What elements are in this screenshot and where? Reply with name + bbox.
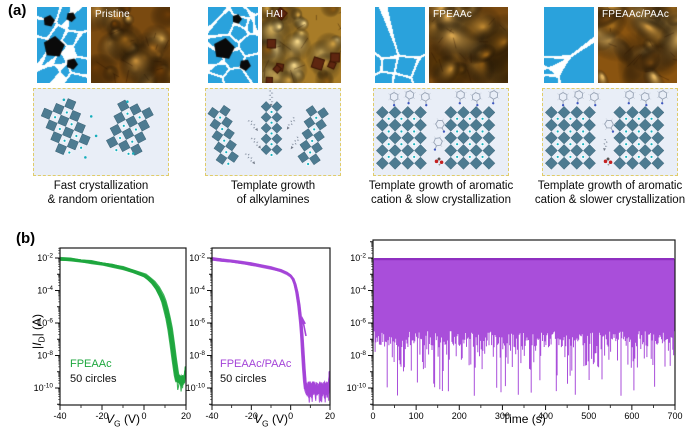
plot-frame bbox=[211, 247, 331, 406]
x-tick-label: 600 bbox=[624, 411, 639, 421]
x-tick-label: -20 bbox=[95, 411, 108, 421]
sweep-direction-arrow bbox=[301, 316, 306, 325]
grain-schematic-hai bbox=[208, 7, 258, 83]
panel-b-label: (b) bbox=[16, 230, 36, 247]
legend-plot2: FPEAAc/PAAc 50 circles bbox=[220, 357, 291, 387]
afm-image-fpeaac bbox=[429, 7, 508, 83]
y-tick-label: 10-8 bbox=[189, 350, 205, 361]
legend-cycles: 50 circles bbox=[70, 373, 117, 385]
y-tick-label: 10-4 bbox=[37, 285, 53, 296]
x-tick-label: 20 bbox=[181, 411, 191, 421]
crystallization-schematic-hai bbox=[205, 88, 341, 176]
plot-frame bbox=[59, 247, 187, 406]
x-tick-label: 400 bbox=[538, 411, 553, 421]
afm-wrap: Pristine bbox=[91, 7, 170, 83]
x-tick-label: -40 bbox=[205, 411, 218, 421]
panel-a-group-fpeaac: FPEAAc bbox=[375, 7, 508, 83]
y-tick-label: 10-2 bbox=[189, 253, 205, 264]
afm-label: FPEAAc/PAAc bbox=[602, 9, 670, 20]
x-axis-label-vg-2: VG (V) bbox=[254, 412, 288, 429]
afm-wrap: FPEAAc/PAAc bbox=[598, 7, 677, 83]
x-tick-label: 500 bbox=[581, 411, 596, 421]
afm-wrap: FPEAAc bbox=[429, 7, 508, 83]
caption-hai: Template growth of alkylamines bbox=[230, 180, 316, 206]
afm-label: HAI bbox=[266, 9, 284, 20]
y-tick-label: 10-6 bbox=[189, 318, 205, 329]
y-tick-label: 10-2 bbox=[37, 253, 53, 264]
y-tick-label: 10-10 bbox=[186, 383, 206, 394]
sweep-direction-arrow bbox=[165, 309, 170, 318]
y-tick-label: 10-6 bbox=[37, 318, 53, 329]
y-tick-label: 10-10 bbox=[347, 383, 367, 394]
x-tick-label: 300 bbox=[495, 411, 510, 421]
legend-cycles: 50 circles bbox=[220, 373, 267, 385]
grain-schematic-pristine bbox=[37, 7, 87, 83]
curve-group bbox=[373, 258, 675, 396]
x-tick-label: 700 bbox=[667, 411, 682, 421]
y-tick-label: 10-8 bbox=[37, 350, 53, 361]
legend-series-name: FPEAAc/PAAc bbox=[220, 358, 292, 370]
x-tick-label: 20 bbox=[325, 411, 335, 421]
y-tick-label: 10-10 bbox=[34, 383, 54, 394]
crystallization-schematic-fpeaac-paac bbox=[542, 88, 678, 176]
y-tick-label: 10-8 bbox=[350, 350, 366, 361]
caption-fpeaac: Template growth of aromatic cation & slo… bbox=[368, 180, 514, 206]
panel-a-group-pristine: Pristine bbox=[37, 7, 170, 83]
y-axis-label-current: |ID| (A) bbox=[30, 313, 47, 349]
afm-label: Pristine bbox=[95, 9, 130, 20]
panel-a-label: (a) bbox=[8, 2, 27, 19]
caption-fpeaac-paac: Template growth of aromatic cation & slo… bbox=[534, 180, 686, 206]
panel-a-group-fpeaac-paac: FPEAAc/PAAc bbox=[544, 7, 677, 83]
x-tick-label: -20 bbox=[245, 411, 258, 421]
x-tick-label: 0 bbox=[370, 411, 375, 421]
y-tick-label: 10-2 bbox=[350, 253, 366, 264]
legend-series-name: FPEAAc bbox=[70, 358, 112, 370]
x-tick-label: -40 bbox=[53, 411, 66, 421]
x-axis-label-time: Time (s) bbox=[502, 412, 546, 426]
x-tick-label: 100 bbox=[409, 411, 424, 421]
y-tick-label: 10-4 bbox=[189, 285, 205, 296]
y-tick-label: 10-4 bbox=[350, 285, 366, 296]
x-tick-label: 0 bbox=[288, 411, 293, 421]
afm-image-hai bbox=[262, 7, 341, 83]
afm-image-fpeaac-paac bbox=[598, 7, 677, 83]
y-tick-label: 10-6 bbox=[350, 318, 366, 329]
crystallization-schematic-pristine bbox=[33, 88, 169, 176]
x-tick-label: 200 bbox=[452, 411, 467, 421]
panel-a-group-hai: HAI bbox=[208, 7, 341, 83]
x-axis-label-vg-1: VG (V) bbox=[106, 412, 140, 429]
caption-pristine: Fast crystallization & random orientatio… bbox=[47, 180, 155, 206]
x-tick-label: 0 bbox=[141, 411, 146, 421]
grain-schematic-fpeaac bbox=[375, 7, 425, 83]
plot-frame bbox=[372, 239, 676, 406]
afm-image-pristine bbox=[91, 7, 170, 83]
curve-group bbox=[212, 257, 330, 403]
afm-label: FPEAAc bbox=[433, 9, 472, 20]
grain-schematic-fpeaac-paac bbox=[544, 7, 594, 83]
afm-wrap: HAI bbox=[262, 7, 341, 83]
legend-plot1: FPEAAc 50 circles bbox=[70, 357, 116, 387]
crystallization-schematic-fpeaac bbox=[373, 88, 509, 176]
